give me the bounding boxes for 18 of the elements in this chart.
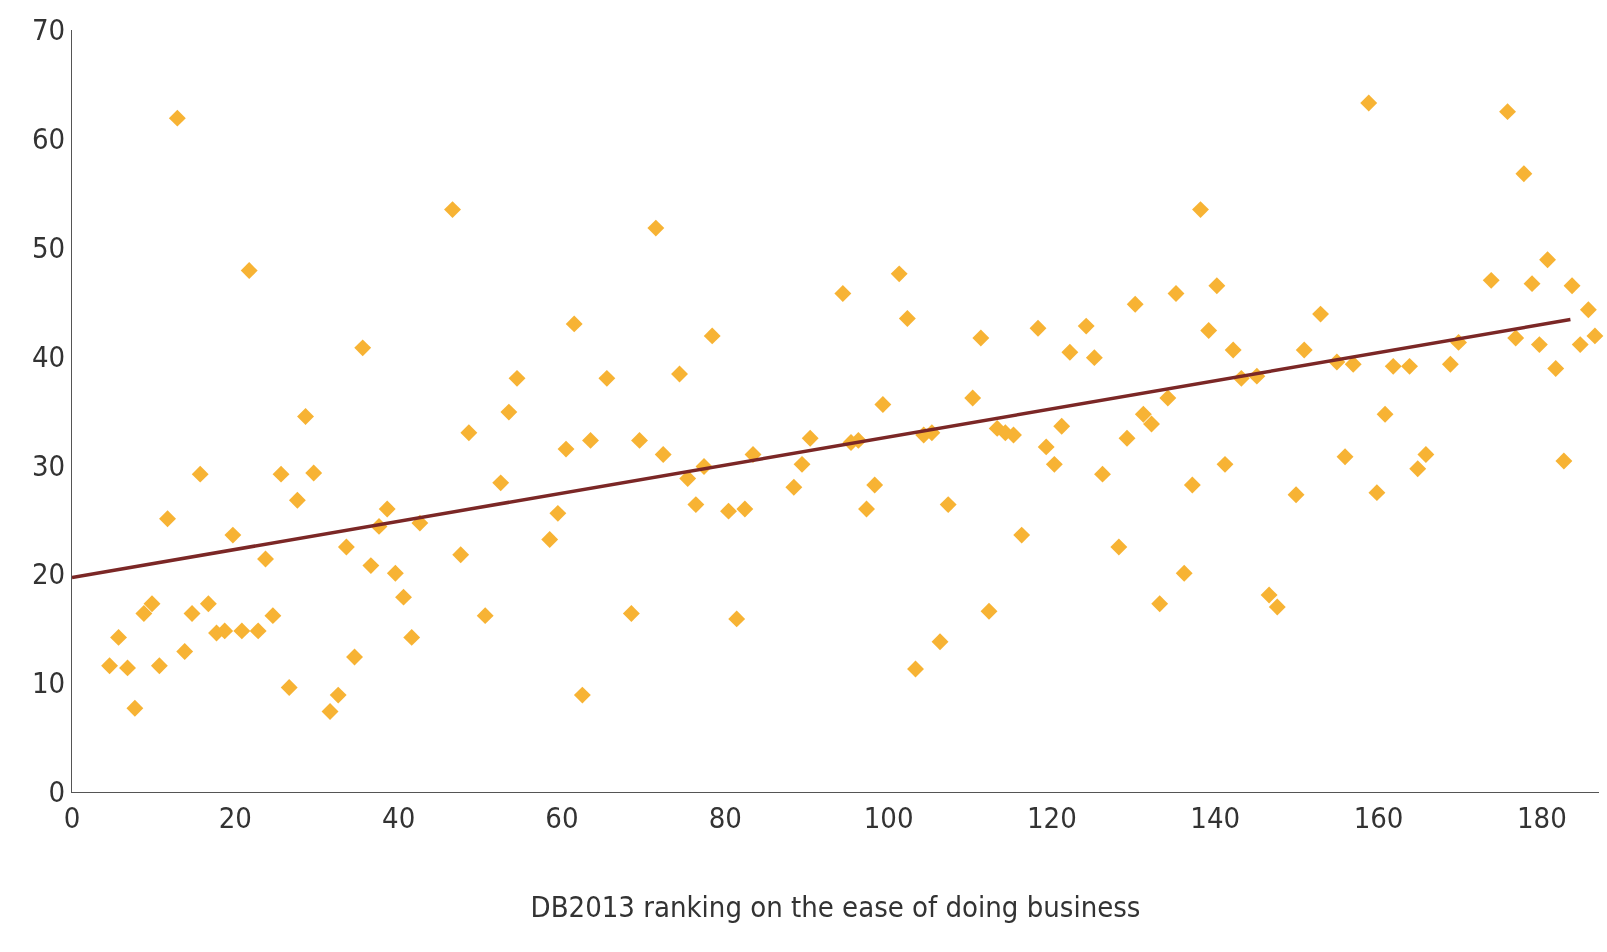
x-tick-label: 60 — [545, 800, 579, 835]
x-tick-label: 20 — [218, 800, 252, 835]
x-tick-label: 80 — [708, 800, 742, 835]
y-tick-label: 10 — [32, 666, 66, 701]
x-tick-label: 100 — [863, 800, 914, 835]
y-tick-label: 20 — [32, 557, 66, 592]
y-tick-label: 0 — [48, 775, 66, 810]
x-axis-title: DB2013 ranking on the ease of doing business — [530, 889, 1141, 924]
y-tick-label: 70 — [32, 13, 66, 48]
x-tick-label: 140 — [1190, 800, 1241, 835]
y-tick-label: 60 — [32, 122, 66, 157]
y-tick-label: 30 — [32, 448, 66, 483]
x-tick-label: 40 — [382, 800, 416, 835]
y-tick-label: 50 — [32, 230, 66, 265]
x-tick-label: 160 — [1353, 800, 1404, 835]
x-tick-label: 180 — [1516, 800, 1567, 835]
x-tick-label: 120 — [1026, 800, 1077, 835]
y-tick-label: 40 — [32, 339, 66, 374]
